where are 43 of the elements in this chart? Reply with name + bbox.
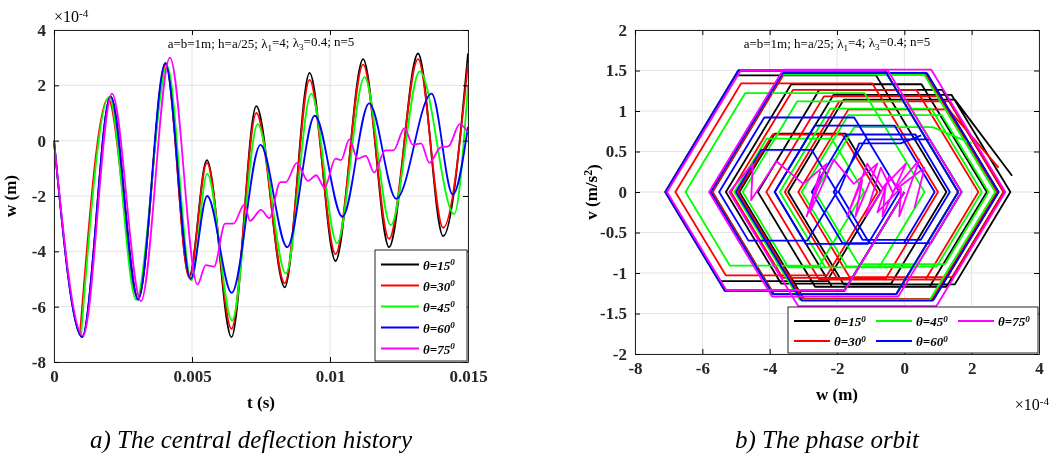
x-tick-label: 2 [967,359,977,379]
y-tick-label: -1 [612,263,627,283]
x-tick-label: 4 [1035,359,1045,379]
y-tick-label: 1 [618,101,627,121]
legend-label: θ=15$^{0}$ [423,257,456,273]
text: a) The central deflection history [89,426,413,454]
legend-label: θ=45$^{0}$ [423,299,456,315]
x-axis-title: w (m) [815,385,859,404]
text: b) The phase orbit [734,426,921,454]
y-tick-label: 0 [37,131,46,151]
x-axis-title: t (s) [247,393,275,412]
x-tick-label: 0.005 [173,367,212,387]
annotation: a=b=1m; h=a/25; λ$_{1}$=4; λ$_{3}$=0.4; n=5 [167,33,355,53]
legend-label: θ=30$^{0}$ [423,278,456,294]
y-tick-label: 1.5 [605,61,627,81]
legend-label: θ=15$^{0}$ [834,313,867,329]
legend-label: θ=60$^{0}$ [916,333,949,349]
x-tick-label: 0 [900,359,910,379]
legend-label: θ=75$^{0}$ [423,341,456,357]
y-tick-label: -0.5 [600,223,627,243]
y-tick-label: -2 [612,344,627,364]
y-tick-label: 0.5 [605,142,627,162]
x-tick-label: 0.01 [315,367,346,387]
legend-label: θ=45$^{0}$ [916,313,949,329]
y-tick-label: 2 [618,20,627,40]
legend-label: θ=75$^{0}$ [998,313,1031,329]
x-tick-label: 0.015 [449,367,488,387]
legend-label: θ=30$^{0}$ [834,333,867,349]
y-tick-label: 4 [37,20,47,40]
y-tick-label: -4 [31,242,47,262]
y-tick-label: -2 [31,186,46,206]
legend-label: θ=60$^{0}$ [423,320,456,336]
text: ×10$^{-4}$ [1014,394,1050,413]
x-tick-label: -6 [695,359,710,379]
y-tick-label: -6 [31,297,46,317]
y-tick-label: 2 [37,76,46,96]
y-tick-label: -1.5 [600,304,627,324]
text: ×10$^{-4}$ [54,6,89,25]
annotation: a=b=1m; h=a/25; λ$_{1}$=4; λ$_{3}$=0.4; n=5 [743,33,931,53]
y-tick-label: 0 [618,182,627,202]
x-tick-label: -4 [763,359,778,379]
x-tick-label: -2 [830,359,845,379]
y-axis-title: w (m) [1,174,20,218]
